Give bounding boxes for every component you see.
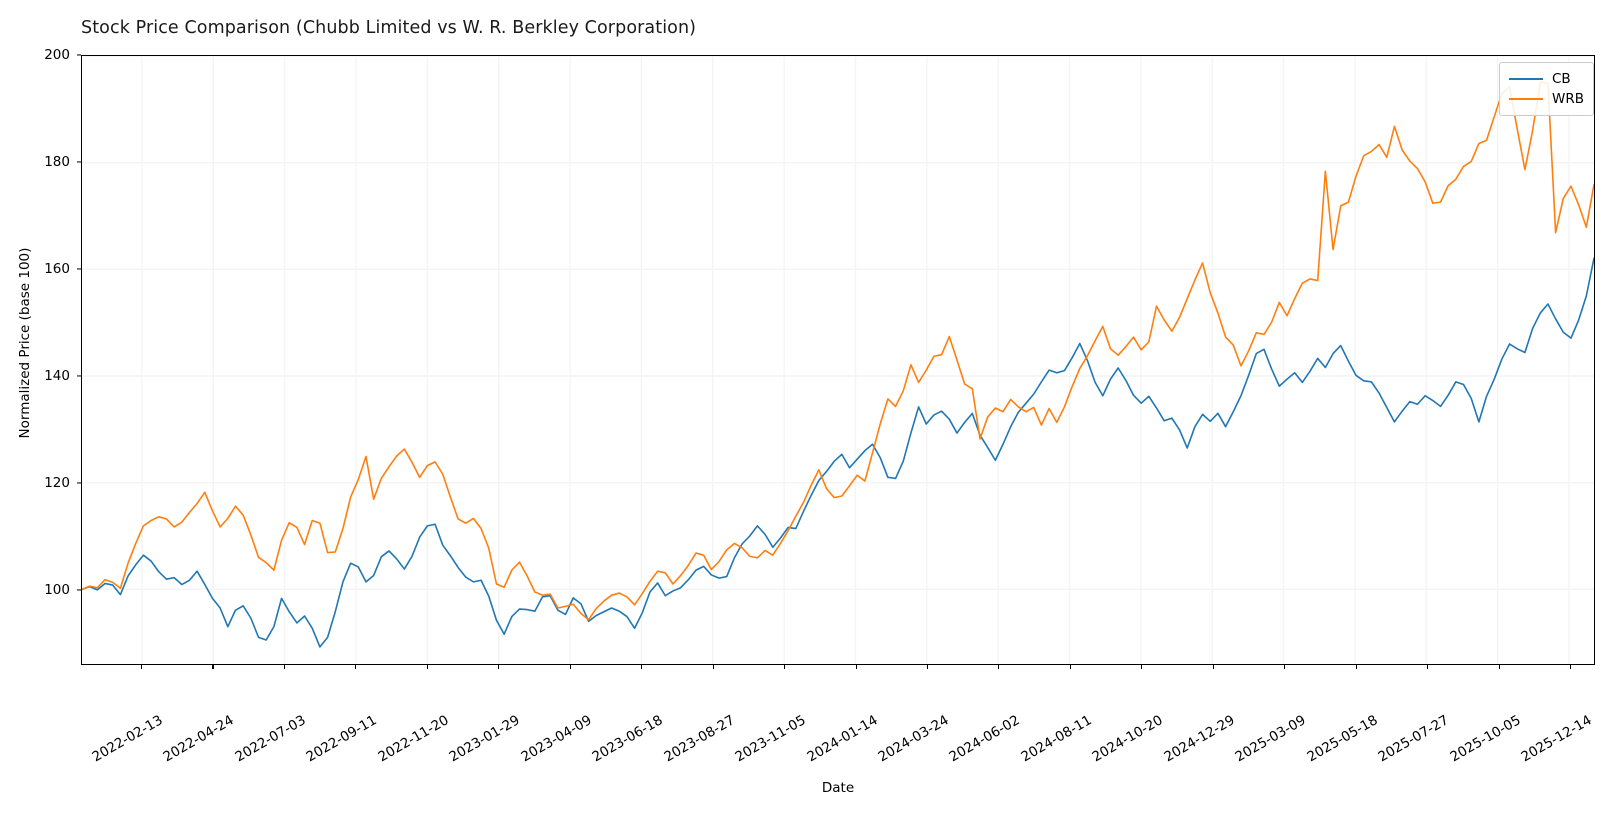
- x-tick-label: 2022-09-11: [303, 712, 380, 766]
- x-tick-label: 2022-04-24: [160, 712, 237, 766]
- y-axis-label: Normalized Price (base 100): [17, 247, 33, 439]
- x-tick-label: 2022-07-03: [232, 712, 309, 766]
- series-line-wrb: [82, 82, 1594, 620]
- x-tick-label: 2023-08-27: [661, 712, 738, 766]
- x-tick-mark: [141, 665, 143, 669]
- gridlines: [82, 56, 1594, 664]
- y-tick-mark: [77, 161, 81, 163]
- x-tick-mark: [712, 665, 714, 669]
- x-axis-label: Date: [821, 780, 855, 796]
- y-tick-label: 200: [44, 47, 70, 63]
- x-tick-label: 2023-11-05: [732, 712, 809, 766]
- x-tick-mark: [641, 665, 643, 669]
- x-tick-label: 2024-10-20: [1089, 712, 1166, 766]
- x-tick-mark: [283, 665, 285, 669]
- plot-svg: [82, 56, 1594, 664]
- x-tick-label: 2023-06-18: [589, 712, 666, 766]
- x-tick-mark: [1570, 665, 1572, 669]
- x-tick-label: 2025-12-14: [1518, 712, 1595, 766]
- x-tick-label: 2025-10-05: [1447, 712, 1524, 766]
- legend-color-swatch: [1509, 78, 1543, 80]
- y-tick-mark: [77, 589, 81, 591]
- x-tick-mark: [855, 665, 857, 669]
- x-tick-mark: [1284, 665, 1286, 669]
- x-tick-label: 2022-02-13: [89, 712, 166, 766]
- x-tick-label: 2022-11-20: [375, 712, 452, 766]
- legend-item-wrb[interactable]: WRB: [1509, 89, 1584, 109]
- x-tick-label: 2023-04-09: [518, 712, 595, 766]
- legend-label: WRB: [1552, 91, 1584, 107]
- x-tick-mark: [1212, 665, 1214, 669]
- x-tick-mark: [784, 665, 786, 669]
- chart-legend[interactable]: CB WRB: [1499, 62, 1594, 116]
- y-tick-label: 100: [44, 582, 70, 599]
- x-tick-mark: [569, 665, 571, 669]
- legend-label: CB: [1552, 71, 1571, 87]
- legend-color-swatch: [1509, 98, 1543, 100]
- series-line-cb: [82, 258, 1594, 647]
- y-axis-label-wrapper: Normalized Price (base 100): [0, 55, 33, 665]
- x-tick-label: 2024-03-24: [875, 712, 952, 766]
- x-tick-label: 2024-12-29: [1161, 712, 1238, 766]
- x-tick-mark: [1427, 665, 1429, 669]
- x-tick-mark: [1069, 665, 1071, 669]
- y-tick-label: 120: [44, 475, 70, 492]
- y-tick-mark: [77, 54, 81, 56]
- x-tick-label: 2023-01-29: [446, 712, 523, 766]
- x-tick-label: 2024-08-11: [1018, 712, 1095, 766]
- x-tick-mark: [1355, 665, 1357, 669]
- plot-area: [81, 55, 1595, 665]
- x-tick-label: 2024-06-02: [946, 712, 1023, 766]
- x-tick-mark: [426, 665, 428, 669]
- x-tick-mark: [1141, 665, 1143, 669]
- series-lines: [82, 82, 1594, 647]
- x-tick-mark: [498, 665, 500, 669]
- x-tick-mark: [926, 665, 929, 669]
- y-tick-mark: [77, 482, 81, 484]
- y-tick-mark: [77, 375, 81, 377]
- x-tick-label: 2025-05-18: [1304, 712, 1381, 766]
- legend-item-cb[interactable]: CB: [1509, 69, 1584, 89]
- x-tick-mark: [355, 665, 357, 669]
- y-tick-label: 180: [44, 154, 70, 171]
- x-tick-mark: [1498, 665, 1500, 669]
- x-tick-mark: [998, 665, 1000, 669]
- y-tick-label: 160: [44, 261, 70, 278]
- y-tick-mark: [77, 268, 81, 270]
- y-axis-tick-labels: 100 120 140 160 180 200: [0, 47, 70, 665]
- x-tick-label: 2025-07-27: [1375, 712, 1452, 766]
- x-tick-label: 2024-01-14: [804, 712, 881, 766]
- chart-title: Stock Price Comparison (Chubb Limited vs…: [81, 18, 697, 38]
- x-tick-label: 2025-03-09: [1232, 712, 1309, 766]
- x-tick-mark: [212, 665, 214, 669]
- y-tick-label: 140: [44, 368, 70, 385]
